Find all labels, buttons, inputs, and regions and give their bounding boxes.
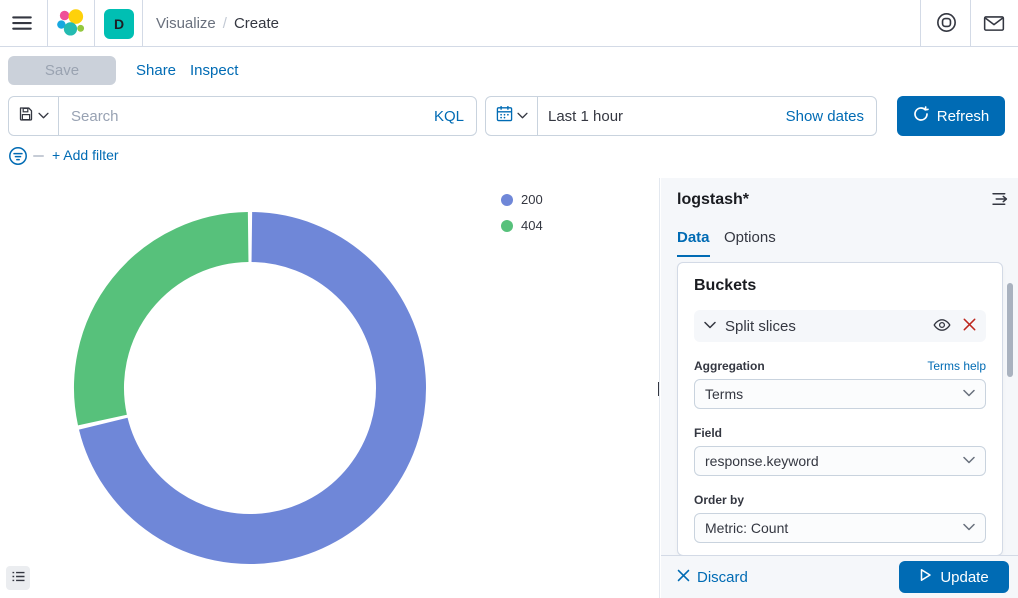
header-divider	[920, 0, 921, 47]
legend-dot	[501, 193, 513, 206]
newsfeed-button[interactable]	[982, 13, 1006, 35]
chevron-down-icon	[963, 452, 975, 470]
chevron-down-icon	[516, 107, 528, 125]
play-icon	[919, 568, 932, 586]
chevron-down-icon	[963, 385, 975, 403]
buckets-card: Buckets Split slices	[677, 262, 1003, 556]
pie-slice-404[interactable]	[74, 212, 250, 426]
vis-editor-panel: logstash* Data Options Buckets Split sli…	[661, 178, 1018, 598]
panel-scrollbar[interactable]	[1007, 283, 1013, 377]
help-button[interactable]	[934, 12, 958, 36]
field-label: Field	[694, 426, 723, 440]
toggle-visibility-button[interactable]	[933, 316, 951, 337]
tab-data[interactable]: Data	[677, 229, 710, 257]
eye-icon	[933, 316, 951, 337]
mail-icon	[983, 13, 1005, 36]
date-quick-menu-button[interactable]	[486, 97, 538, 135]
index-pattern-title: logstash*	[677, 191, 750, 208]
refresh-icon	[913, 106, 929, 126]
saved-query-menu-button[interactable]	[9, 97, 59, 135]
editor-footer: Discard Update	[661, 556, 1018, 598]
update-label: Update	[940, 568, 989, 586]
aggregation-label: Aggregation	[694, 359, 765, 373]
chevron-down-icon	[963, 519, 975, 537]
help-icon	[936, 12, 957, 36]
search-bar: KQL	[8, 96, 477, 136]
pie-slice-200[interactable]	[78, 212, 426, 564]
filter-pin-divider	[33, 155, 44, 157]
close-icon	[677, 569, 690, 586]
chevron-down-icon	[704, 317, 716, 335]
header-divider	[94, 0, 95, 47]
field-select[interactable]: response.keyword	[694, 446, 986, 476]
query-language-button[interactable]: KQL	[433, 107, 464, 125]
menu-button[interactable]	[10, 12, 34, 36]
filter-menu-button[interactable]	[8, 146, 28, 166]
time-range-value[interactable]: Last 1 hour	[548, 107, 624, 125]
discard-button[interactable]: Discard	[677, 569, 748, 586]
discard-label: Discard	[697, 568, 748, 586]
calendar-icon	[496, 105, 513, 127]
bucket-type-label: Split slices	[725, 317, 796, 335]
legend-item-200[interactable]: 200	[501, 192, 543, 207]
save-button[interactable]: Save	[8, 56, 116, 85]
close-icon	[963, 318, 976, 334]
hamburger-icon	[12, 13, 32, 36]
header-divider	[47, 0, 48, 47]
chart-legend: 200 404	[501, 192, 543, 244]
header-divider	[142, 0, 143, 47]
update-button[interactable]: Update	[899, 561, 1009, 593]
header-divider	[970, 0, 971, 47]
refresh-button[interactable]: Refresh	[897, 96, 1005, 136]
order-by-label: Order by	[694, 493, 745, 507]
split-slices-row[interactable]: Split slices	[694, 310, 986, 342]
space-avatar[interactable]: D	[104, 9, 134, 39]
show-dates-button[interactable]: Show dates	[785, 107, 864, 125]
top-header: D Visualize / Create	[0, 0, 1018, 47]
tab-options[interactable]: Options	[724, 229, 776, 246]
list-icon	[11, 569, 26, 587]
inspect-button[interactable]: Inspect	[190, 62, 239, 79]
terms-help-link[interactable]: Terms help	[927, 359, 986, 373]
aggregation-value: Terms	[705, 386, 744, 402]
legend-label: 404	[521, 218, 543, 233]
save-query-icon	[18, 106, 34, 127]
elastic-logo-icon	[56, 8, 86, 41]
search-input[interactable]	[59, 97, 434, 135]
share-button[interactable]: Share	[136, 62, 177, 79]
chevron-down-icon	[38, 107, 49, 125]
legend-toggle-button[interactable]	[6, 566, 30, 590]
legend-label: 200	[521, 192, 543, 207]
buckets-heading: Buckets	[694, 277, 757, 294]
field-value: response.keyword	[705, 453, 819, 469]
aggregation-select[interactable]: Terms	[694, 379, 986, 409]
refresh-label: Refresh	[936, 107, 990, 125]
breadcrumb-separator: /	[222, 15, 227, 32]
date-picker: Last 1 hour Show dates	[485, 96, 877, 136]
breadcrumb-create: Create	[233, 15, 279, 32]
filter-icon	[8, 147, 28, 169]
collapse-panel-button[interactable]	[991, 190, 1011, 210]
breadcrumb: Visualize / Create	[156, 0, 279, 47]
add-filter-button[interactable]: + Add filter	[52, 147, 119, 163]
legend-item-404[interactable]: 404	[501, 218, 543, 233]
remove-bucket-button[interactable]	[963, 318, 976, 334]
home-button[interactable]	[56, 8, 86, 41]
breadcrumb-visualize[interactable]: Visualize	[156, 15, 216, 32]
chart-area: 200 404	[0, 178, 660, 598]
order-by-value: Metric: Count	[705, 520, 789, 536]
donut-chart	[74, 212, 426, 564]
legend-dot	[501, 219, 513, 232]
menu-right-icon	[992, 192, 1010, 211]
order-by-select[interactable]: Metric: Count	[694, 513, 986, 543]
